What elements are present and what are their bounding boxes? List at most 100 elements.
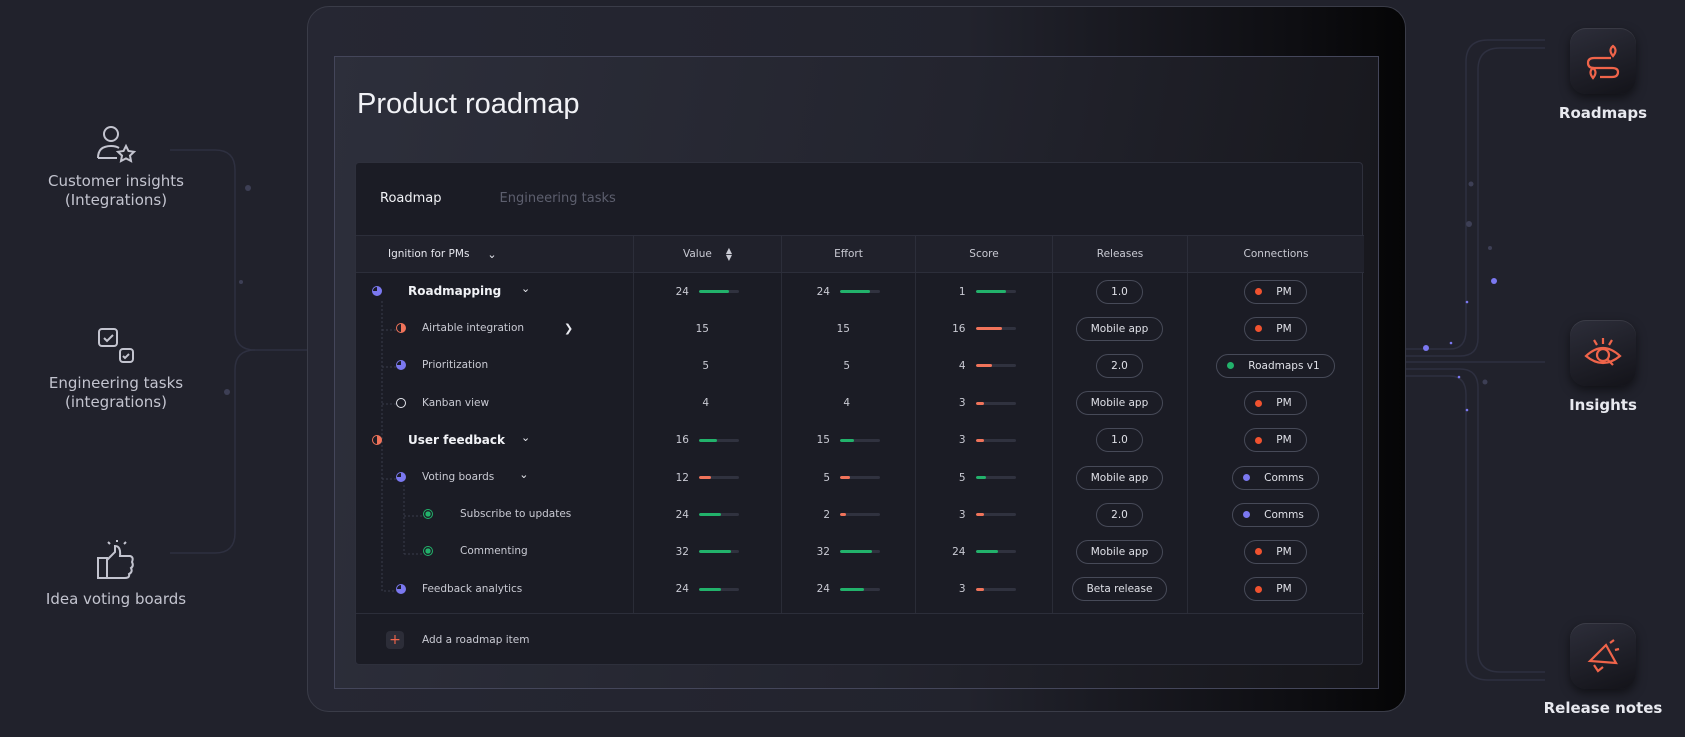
- target-release-notes[interactable]: Release notes: [1543, 623, 1663, 717]
- add-item-label[interactable]: Add a roadmap item: [422, 634, 530, 646]
- chevron-down-icon[interactable]: ⌄: [521, 282, 531, 295]
- tree-lines: [381, 301, 422, 592]
- score-bar: [975, 587, 1016, 591]
- effort-bar: [840, 513, 880, 517]
- connection-dot: [1243, 474, 1251, 482]
- column-header-score[interactable]: Score: [915, 236, 1052, 272]
- connection-pill[interactable]: PM: [1244, 391, 1307, 416]
- target-label: Release notes: [1543, 699, 1663, 717]
- connection-dot: [1243, 511, 1251, 519]
- connection-pill[interactable]: Roadmaps v1: [1216, 353, 1335, 378]
- value-number: 32: [675, 545, 689, 558]
- chevron-right-icon[interactable]: ❯: [564, 322, 574, 336]
- column-header-value[interactable]: Value ▲ ▼: [633, 236, 781, 272]
- item-name-cell[interactable]: Kanban view: [356, 385, 633, 422]
- effort-bar: [840, 290, 880, 294]
- effort-cell: 24: [781, 571, 915, 608]
- score-cell: 3: [915, 571, 1052, 608]
- effort-number: 15: [816, 434, 830, 447]
- connection-label: Roadmaps v1: [1248, 359, 1320, 372]
- target-insights[interactable]: Insights: [1543, 320, 1663, 414]
- table-row[interactable]: Roadmapping ⌄ 24 24 1 1.0 PM: [356, 273, 1364, 310]
- connection-pill[interactable]: PM: [1244, 428, 1307, 453]
- chevron-down-icon[interactable]: ⌄: [521, 430, 531, 444]
- release-pill[interactable]: 1.0: [1096, 279, 1143, 304]
- connection-pill[interactable]: PM: [1244, 316, 1307, 341]
- route-map-icon: [1586, 44, 1620, 80]
- value-cell: 24: [633, 496, 781, 533]
- target-roadmaps[interactable]: Roadmaps: [1543, 28, 1663, 122]
- score-bar: [975, 513, 1016, 517]
- thumbs-up-icon: [97, 540, 134, 579]
- item-name-cell[interactable]: Voting boards ⌄: [356, 459, 633, 496]
- status-icon: [396, 583, 406, 594]
- score-cell: 1: [915, 273, 1052, 310]
- connection-cell: Roadmaps v1: [1187, 347, 1364, 384]
- effort-cell: 2: [781, 496, 915, 533]
- item-name-cell[interactable]: Feedback analytics: [356, 571, 633, 608]
- release-pill[interactable]: Mobile app: [1075, 316, 1164, 341]
- source-label: Customer insights: [47, 172, 184, 190]
- score-cell: 5: [915, 459, 1052, 496]
- connection-cell: PM: [1187, 385, 1364, 422]
- connection-label: PM: [1276, 322, 1292, 335]
- table-row[interactable]: Voting boards ⌄ 12 5 5 Mobile app Comms: [356, 459, 1364, 496]
- item-name-cell[interactable]: Airtable integration ❯: [356, 310, 633, 347]
- release-pill[interactable]: Mobile app: [1075, 539, 1164, 564]
- tab-engineering-tasks[interactable]: Engineering tasks: [499, 191, 616, 206]
- add-item-button[interactable]: +: [386, 631, 404, 649]
- connection-pill[interactable]: PM: [1244, 279, 1307, 304]
- column-header-effort[interactable]: Effort: [781, 236, 915, 272]
- connection-pill[interactable]: PM: [1244, 539, 1307, 564]
- score-cell: 16: [915, 310, 1052, 347]
- release-pill[interactable]: Beta release: [1071, 577, 1168, 602]
- score-number: 1: [958, 285, 966, 298]
- item-name-cell[interactable]: Subscribe to updates: [356, 496, 633, 533]
- table-row[interactable]: Airtable integration ❯ 15 15 16 Mobile app PM: [356, 310, 1364, 347]
- item-name-cell[interactable]: Prioritization: [356, 347, 633, 384]
- release-pill[interactable]: Mobile app: [1075, 465, 1164, 490]
- view-selector[interactable]: Ignition for PMs ⌄: [356, 236, 633, 272]
- tab-roadmap[interactable]: Roadmap: [380, 191, 442, 206]
- score-number: 3: [958, 434, 966, 447]
- connection-label: Comms: [1264, 471, 1304, 484]
- table-row[interactable]: Prioritization 5 5 4 2.0 Roadmaps v1: [356, 347, 1364, 384]
- status-icon: [372, 434, 382, 445]
- table-row[interactable]: Feedback analytics 24 24 3 Beta release PM: [356, 571, 1364, 608]
- sort-icon[interactable]: ▲ ▼: [725, 246, 732, 262]
- chevron-down-icon: ⌄: [487, 247, 497, 261]
- release-cell: 1.0: [1052, 422, 1187, 459]
- connection-dot: [1255, 585, 1263, 593]
- status-icon: [396, 397, 406, 408]
- item-name-cell[interactable]: Roadmapping ⌄: [356, 273, 633, 310]
- effort-cell: 4: [781, 385, 915, 422]
- connection-dot: [1255, 548, 1263, 556]
- connection-pill[interactable]: Comms: [1232, 502, 1319, 527]
- connection-pill[interactable]: PM: [1244, 577, 1307, 602]
- column-header-releases[interactable]: Releases: [1052, 236, 1187, 272]
- status-icon: [423, 509, 433, 520]
- value-number: 12: [675, 471, 689, 484]
- connection-pill[interactable]: Comms: [1232, 465, 1319, 490]
- connection-label: PM: [1276, 545, 1292, 558]
- table-row[interactable]: User feedback ⌄ 16 15 3 1.0 PM: [356, 422, 1364, 459]
- item-name-cell[interactable]: User feedback ⌄: [356, 422, 633, 459]
- release-cell: Mobile app: [1052, 310, 1187, 347]
- table-row[interactable]: Subscribe to updates 24 2 3 2.0 Comms: [356, 496, 1364, 533]
- column-header-connections[interactable]: Connections: [1187, 236, 1364, 272]
- connection-dot: [1255, 288, 1263, 296]
- chevron-down-icon[interactable]: ⌄: [519, 467, 529, 481]
- value-cell: 15: [633, 310, 781, 347]
- item-name-cell[interactable]: Commenting: [356, 533, 633, 570]
- target-label: Insights: [1569, 396, 1637, 414]
- value-cell: 12: [633, 459, 781, 496]
- value-cell: 32: [633, 533, 781, 570]
- release-pill[interactable]: 2.0: [1096, 502, 1143, 527]
- table-row[interactable]: Kanban view 4 4 3 Mobile app PM: [356, 385, 1364, 422]
- connection-cell: PM: [1187, 533, 1364, 570]
- source-customer-insights: Customer insights (Integrations): [6, 124, 226, 210]
- release-pill[interactable]: 1.0: [1096, 428, 1143, 453]
- release-pill[interactable]: 2.0: [1096, 353, 1143, 378]
- release-pill[interactable]: Mobile app: [1075, 391, 1164, 416]
- table-row[interactable]: Commenting 32 32 24 Mobile app PM: [356, 533, 1364, 570]
